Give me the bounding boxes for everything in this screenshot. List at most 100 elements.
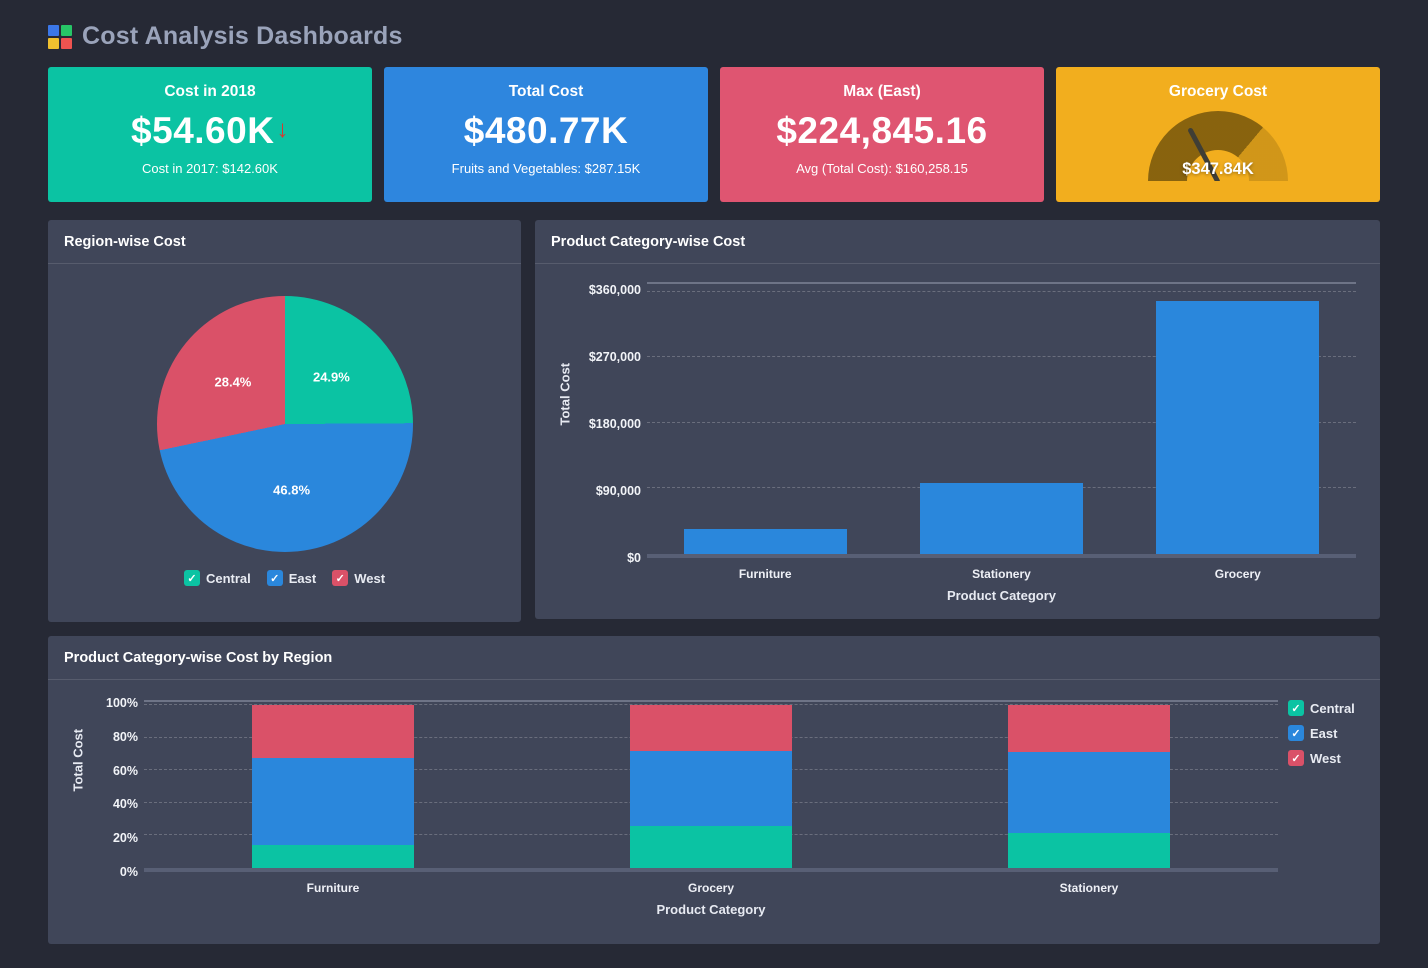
legend-label: Central — [1310, 700, 1355, 716]
y-tick-label: 80% — [112, 729, 138, 744]
y-tick-label: $90,000 — [595, 484, 641, 499]
panel-title: Product Category-wise Cost — [535, 220, 1380, 264]
kpi-title: Total Cost — [508, 83, 584, 100]
x-label-furniture: Furniture — [306, 881, 360, 895]
pie-slice-label-west: 28.4% — [214, 374, 252, 390]
bar-slot-grocery — [1120, 284, 1356, 554]
y-tick-label: $0 — [627, 551, 641, 565]
kpi-value: $224,845.16 — [776, 110, 988, 151]
y-tick-label: 60% — [112, 763, 138, 778]
panel-title: Product Category-wise Cost by Region — [48, 636, 1380, 680]
segment-stationery-east[interactable] — [1007, 751, 1171, 833]
checkbox-checked-icon[interactable]: ✓ — [1288, 725, 1304, 741]
kpi-subtitle: Avg (Total Cost): $160,258.15 — [796, 161, 968, 176]
dashboard-logo-icon — [48, 24, 72, 49]
region-wise-cost-panel: Region-wise Cost 24.9% 46.8% 28.4% ✓ Centra… — [48, 220, 521, 622]
legend-label: West — [354, 570, 386, 586]
legend-item-central[interactable]: ✓ Central — [183, 570, 251, 586]
segment-grocery-east[interactable] — [629, 750, 793, 827]
segment-grocery-west[interactable] — [629, 705, 793, 751]
y-tick-label: $270,000 — [588, 350, 641, 365]
x-axis-title: Product Category — [946, 588, 1057, 603]
grid-line — [647, 356, 1356, 358]
x-label-stationery: Stationery — [972, 567, 1031, 581]
segment-furniture-central[interactable] — [251, 844, 415, 868]
kpi-value: $54.60K↓ — [131, 110, 289, 151]
kpi-subtitle: Fruits and Vegetables: $287.15K — [451, 161, 641, 176]
checkbox-checked-icon[interactable]: ✓ — [183, 570, 200, 586]
app-header: Cost Analysis Dashboards — [48, 22, 1380, 51]
trend-down-arrow-icon: ↓ — [276, 116, 289, 143]
legend-item-east[interactable]: ✓ East — [1288, 725, 1366, 741]
kpi-title: Cost in 2018 — [164, 83, 256, 100]
pie-slice-label-central: 24.9% — [312, 369, 350, 385]
gauge-value: $347.84K — [1182, 160, 1254, 178]
logo-square-blue — [48, 24, 59, 36]
bar-chart-plot — [647, 282, 1356, 558]
bar-furniture[interactable] — [683, 528, 847, 554]
grid-line — [144, 704, 1278, 705]
grocery-cost-gauge: $347.84K — [1148, 111, 1288, 181]
y-axis-title: Total Cost — [70, 728, 86, 792]
stacked-bar-grocery[interactable] — [629, 702, 793, 868]
legend-label: Central — [205, 570, 251, 586]
bar-slot-stationery — [900, 702, 1278, 868]
segment-furniture-east[interactable] — [251, 758, 415, 845]
y-axis-title: Total Cost — [557, 362, 573, 426]
legend-label: West — [1310, 750, 1341, 766]
checkbox-checked-icon[interactable]: ✓ — [332, 570, 349, 586]
grid-line — [647, 421, 1356, 423]
bar-grocery[interactable] — [1156, 300, 1320, 554]
legend-item-west[interactable]: ✓ West — [332, 570, 385, 586]
logo-square-red — [61, 37, 72, 49]
x-axis-title: Product Category — [656, 902, 766, 917]
logo-square-yellow — [48, 37, 59, 49]
logo-square-green — [61, 24, 72, 36]
segment-grocery-central[interactable] — [629, 826, 793, 868]
checkbox-checked-icon[interactable]: ✓ — [1288, 750, 1304, 766]
y-tick-label: 100% — [106, 696, 138, 711]
legend-item-central[interactable]: ✓ Central — [1288, 700, 1366, 716]
segment-furniture-west[interactable] — [251, 705, 415, 759]
stacked-bar-furniture[interactable] — [251, 702, 415, 868]
legend-item-east[interactable]: ✓ East — [266, 570, 317, 586]
bar-stationery[interactable] — [919, 483, 1084, 554]
category-cost-by-region-panel: Product Category-wise Cost by Region Tot… — [48, 636, 1380, 944]
y-tick-label: 40% — [112, 797, 138, 812]
legend-label: East — [1310, 725, 1338, 741]
checkbox-checked-icon[interactable]: ✓ — [1288, 700, 1304, 716]
y-tick-label: 0% — [119, 865, 138, 879]
page-title: Cost Analysis Dashboards — [82, 22, 403, 50]
pie-legend: ✓ Central ✓ East ✓ West — [183, 570, 385, 586]
kpi-card-row: Cost in 2018 $54.60K↓ Cost in 2017: $142… — [48, 67, 1380, 202]
checkbox-checked-icon[interactable]: ✓ — [266, 570, 283, 586]
x-label-grocery: Grocery — [687, 881, 735, 895]
region-pie[interactable]: 24.9% 46.8% 28.4% — [156, 296, 413, 552]
kpi-card-cost-2018: Cost in 2018 $54.60K↓ Cost in 2017: $142… — [48, 67, 372, 202]
segment-stationery-central[interactable] — [1007, 832, 1171, 868]
panel-title: Region-wise Cost — [48, 220, 521, 264]
y-tick-label: $360,000 — [588, 283, 641, 298]
segment-stationery-west[interactable] — [1007, 705, 1171, 752]
legend-label: East — [288, 570, 317, 586]
bar-slot-stationery — [883, 284, 1119, 554]
x-label-furniture: Furniture — [738, 567, 792, 581]
kpi-value: $480.77K — [463, 110, 629, 151]
stacked-chart-legend: ✓ Central ✓ East ✓ West — [1278, 700, 1366, 917]
kpi-card-total-cost: Total Cost $480.77K Fruits and Vegetable… — [384, 67, 708, 202]
y-tick-label: 20% — [112, 831, 138, 846]
kpi-title: Grocery Cost — [1168, 83, 1268, 100]
y-tick-label: $180,000 — [588, 417, 641, 432]
kpi-card-max-east: Max (East) $224,845.16 Avg (Total Cost):… — [720, 67, 1044, 202]
bar-slot-furniture — [144, 702, 522, 868]
category-cost-panel: Product Category-wise Cost Total Cost $0… — [535, 220, 1380, 619]
pie-slice-label-east: 46.8% — [273, 482, 311, 498]
x-label-stationery: Stationery — [1059, 881, 1119, 895]
kpi-title: Max (East) — [843, 83, 921, 100]
kpi-card-grocery-gauge: Grocery Cost $347.84K — [1056, 67, 1380, 202]
legend-item-west[interactable]: ✓ West — [1288, 750, 1366, 766]
x-label-grocery: Grocery — [1214, 567, 1261, 581]
stacked-chart-plot — [144, 700, 1278, 872]
stacked-bar-stationery[interactable] — [1007, 702, 1171, 868]
bars-layer — [647, 284, 1356, 554]
